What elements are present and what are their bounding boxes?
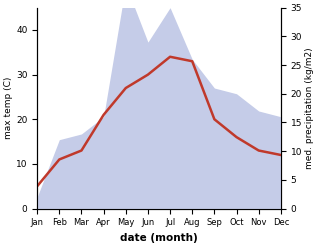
Y-axis label: max temp (C): max temp (C) [4, 77, 13, 139]
X-axis label: date (month): date (month) [120, 233, 198, 243]
Y-axis label: med. precipitation (kg/m2): med. precipitation (kg/m2) [305, 47, 314, 169]
